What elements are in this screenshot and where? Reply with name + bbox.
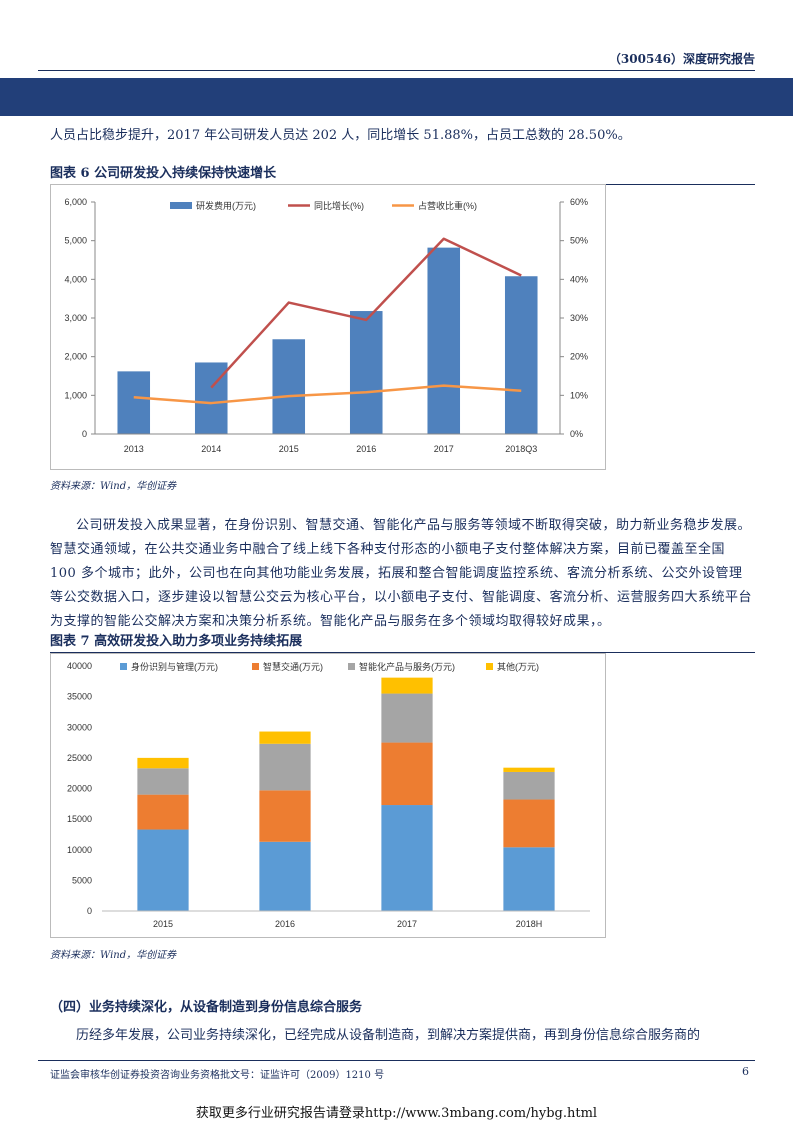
x-tick-label: 2014 bbox=[201, 444, 221, 454]
y-left-tick-label: 3,000 bbox=[64, 313, 87, 323]
figure6-title: 图表 6 公司研发投入持续保持快速增长 bbox=[50, 162, 755, 185]
x-tick-label: 2013 bbox=[124, 444, 144, 454]
y-left-tick-label: 6,000 bbox=[64, 197, 87, 207]
legend-swatch bbox=[120, 663, 127, 670]
y-tick-label: 15000 bbox=[67, 814, 92, 824]
bar-rd-expense bbox=[272, 339, 306, 434]
legend-swatch bbox=[486, 663, 493, 670]
x-tick-label: 2017 bbox=[434, 444, 454, 454]
y-right-tick-label: 0% bbox=[570, 429, 583, 439]
legend-label: 智能化产品与服务(万元) bbox=[359, 661, 455, 672]
footer-rule bbox=[38, 1060, 755, 1061]
x-tick-label: 2015 bbox=[279, 444, 299, 454]
section4-heading: （四）业务持续深化，从设备制造到身份信息综合服务 bbox=[50, 1000, 363, 1015]
legend-label: 同比增长(%) bbox=[314, 200, 364, 211]
x-tick-label: 2015 bbox=[153, 919, 173, 929]
legend-swatch bbox=[170, 202, 192, 209]
bar-rd-expense bbox=[427, 247, 461, 434]
section4-text: 历经多年发展，公司业务持续深化，已经完成从设备制造商，到解决方案提供商，再到身份… bbox=[76, 1028, 701, 1043]
y-left-tick-label: 0 bbox=[82, 429, 87, 439]
legend-label: 其他(万元) bbox=[497, 661, 539, 672]
stacked-bar-segment bbox=[381, 693, 433, 743]
figure6-source: 资料来源：Wind，华创证券 bbox=[50, 481, 177, 492]
stacked-bar-segment bbox=[381, 677, 433, 694]
y-tick-label: 25000 bbox=[67, 753, 92, 763]
figure6-chart: 6,000 5,000 4,000 3,000 2,000 1,000 0 60% 50% 40%… bbox=[50, 184, 606, 470]
download-banner: 获取更多行业研究报告请登录http://www.3mbang.com/hybg.… bbox=[195, 1106, 598, 1121]
paragraph-rd-results: 公司研发投入成果显著，在身份识别、智慧交通、智能化产品与服务等领域不断取得突破，… bbox=[50, 518, 753, 629]
y-tick-label: 5000 bbox=[72, 875, 92, 885]
y-left-tick-label: 4,000 bbox=[64, 274, 87, 284]
stacked-bar-segment bbox=[137, 768, 189, 795]
legend-swatch bbox=[252, 663, 259, 670]
y-tick-label: 40000 bbox=[67, 661, 92, 671]
header-rule bbox=[38, 70, 755, 71]
y-right-tick-label: 30% bbox=[570, 313, 588, 323]
stacked-bar-segment bbox=[503, 771, 555, 800]
x-tick-label: 2018H bbox=[516, 919, 543, 929]
page-number: 6 bbox=[742, 1065, 749, 1078]
stacked-bar-segment bbox=[503, 847, 555, 911]
figure7-chart: 40000 35000 30000 25000 20000 15000 10000 5000 0… bbox=[50, 653, 606, 938]
legend-swatch bbox=[348, 663, 355, 670]
y-tick-label: 30000 bbox=[67, 722, 92, 732]
stacked-bar-segment bbox=[137, 794, 189, 830]
y-right-tick-label: 40% bbox=[570, 274, 588, 284]
figure7-title: 图表 7 高效研发投入助力多项业务持续拓展 bbox=[50, 630, 755, 653]
x-tick-label: 2018Q3 bbox=[505, 444, 537, 454]
figure7-source: 资料来源：Wind，华创证券 bbox=[50, 950, 177, 961]
stacked-bar-segment bbox=[259, 731, 311, 744]
x-tick-label: 2016 bbox=[356, 444, 376, 454]
stacked-bar-segment bbox=[381, 742, 433, 806]
y-left-tick-label: 2,000 bbox=[64, 352, 87, 362]
bar-rd-expense bbox=[194, 362, 228, 434]
y-right-tick-label: 10% bbox=[570, 390, 588, 400]
stacked-bar-segment bbox=[259, 743, 311, 791]
legend-label: 研发费用(万元) bbox=[196, 200, 256, 211]
stacked-bar-segment bbox=[503, 767, 555, 772]
y-left-tick-label: 5,000 bbox=[64, 236, 87, 246]
stacked-bar-segment bbox=[503, 799, 555, 848]
line-series bbox=[133, 384, 522, 405]
footer-license: 证监会审核华创证券投资咨询业务资格批文号：证监许可（2009）1210 号 bbox=[50, 1070, 385, 1081]
x-tick-label: 2016 bbox=[275, 919, 295, 929]
legend-label: 占营收比重(%) bbox=[418, 200, 477, 211]
paragraph-staff: 人员占比稳步提升，2017 年公司研发人员达 202 人，同比增长 51.88%… bbox=[50, 128, 631, 143]
y-right-tick-label: 50% bbox=[570, 236, 588, 246]
y-tick-label: 20000 bbox=[67, 784, 92, 794]
y-right-tick-label: 60% bbox=[570, 197, 588, 207]
report-header-title: （300546）深度研究报告 bbox=[608, 52, 755, 66]
bar-rd-expense bbox=[349, 311, 383, 434]
stacked-bar-segment bbox=[137, 829, 189, 911]
bar-rd-expense bbox=[117, 371, 151, 434]
stacked-bar-segment bbox=[381, 805, 433, 911]
stacked-bar-segment bbox=[259, 841, 311, 911]
legend-label: 智慧交通(万元) bbox=[263, 661, 323, 672]
y-tick-label: 10000 bbox=[67, 845, 92, 855]
header-band bbox=[0, 78, 793, 116]
stacked-bar-segment bbox=[259, 790, 311, 842]
line-series bbox=[210, 237, 522, 389]
x-tick-label: 2017 bbox=[397, 919, 417, 929]
bar-rd-expense bbox=[504, 276, 538, 434]
y-tick-label: 0 bbox=[87, 906, 92, 916]
legend-label: 身份识别与管理(万元) bbox=[131, 661, 218, 672]
y-right-tick-label: 20% bbox=[570, 352, 588, 362]
stacked-bar-segment bbox=[137, 757, 189, 769]
y-tick-label: 35000 bbox=[67, 692, 92, 702]
y-left-tick-label: 1,000 bbox=[64, 390, 87, 400]
